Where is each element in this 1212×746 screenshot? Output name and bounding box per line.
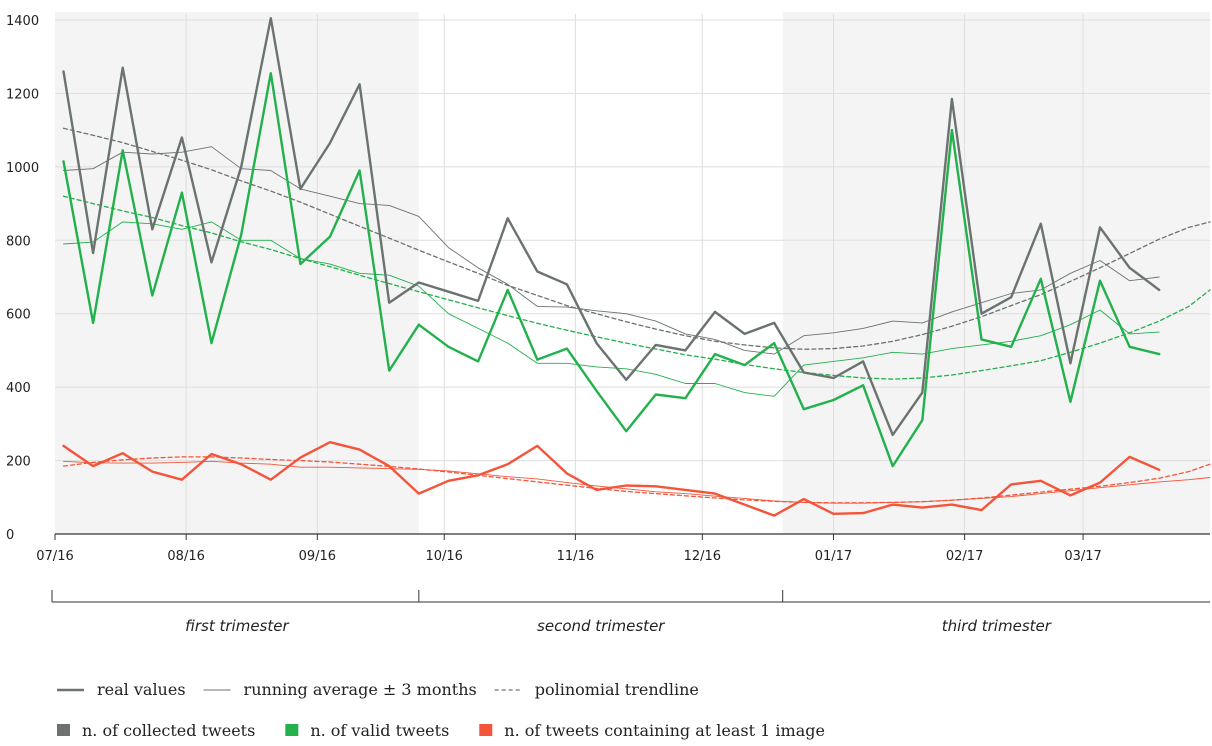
x-tick-label: 02/17 xyxy=(946,549,983,564)
trimester-shade-3 xyxy=(782,12,1210,534)
legend-style-label-1: real values xyxy=(97,680,186,699)
trimester-brackets: first trimester second trimester third tri… xyxy=(51,590,1210,635)
y-tick-label: 200 xyxy=(6,455,31,470)
trimester-label-3: third trimester xyxy=(942,617,1052,635)
y-tick-label: 800 xyxy=(6,234,31,249)
trimester-label-2: second trimester xyxy=(537,617,665,635)
legend-color-swatch-2 xyxy=(285,724,299,736)
x-tick-label: 12/16 xyxy=(684,549,721,564)
legend-style-label-2: running average ± 3 months xyxy=(244,680,477,699)
legend-color-label-2: n. of valid tweets xyxy=(310,721,449,740)
series-lines xyxy=(62,17,1211,517)
series-line-polinomial-n-of-valid-tweets xyxy=(62,195,1211,380)
legend: real values running average ± 3 months pol… xyxy=(57,680,825,740)
series-line-real-n-of-valid-tweets xyxy=(62,72,1161,468)
legend-color-label-3: n. of tweets containing at least 1 image xyxy=(504,721,825,740)
trimester-label-1: first trimester xyxy=(185,617,289,635)
x-tick-label: 09/16 xyxy=(299,549,336,564)
legend-style-label-3: polinomial trendline xyxy=(535,680,699,699)
axes: 0 200 400 600 800 1000 1200 1400 07/16 08/16 09/16… xyxy=(6,14,1210,564)
y-tick-label: 1000 xyxy=(6,161,39,176)
series-line-real-n-of-tweets-containing-at-least-1-image xyxy=(62,441,1161,517)
series-line-running-n-of-tweets-containing-at-least-1-image xyxy=(63,460,1211,504)
series-line-real-n-of-collected-tweets xyxy=(62,17,1161,437)
x-tick-label: 01/17 xyxy=(815,549,852,564)
y-tick-label: 400 xyxy=(6,381,31,396)
x-tick-label: 07/16 xyxy=(36,549,73,564)
x-tick-label: 11/16 xyxy=(557,549,594,564)
y-tick-label: 1400 xyxy=(6,14,39,29)
series-line-running-n-of-valid-tweets xyxy=(63,221,1160,397)
x-tick-label: 03/17 xyxy=(1064,549,1101,564)
series-line-polinomial-n-of-collected-tweets xyxy=(62,127,1211,350)
trimester-shade-1 xyxy=(55,12,419,534)
trimester-shading xyxy=(55,12,1210,534)
y-tick-label: 600 xyxy=(6,308,31,323)
series-line-polinomial-n-of-tweets-containing-at-least-1-image xyxy=(62,456,1211,504)
y-tick-label: 0 xyxy=(6,528,14,543)
legend-color-swatch-3 xyxy=(479,724,493,736)
gridlines xyxy=(55,14,1210,534)
x-tick-label: 08/16 xyxy=(167,549,204,564)
legend-color-swatch-1 xyxy=(57,724,70,736)
x-tick-label: 10/16 xyxy=(425,549,462,564)
legend-color-label-1: n. of collected tweets xyxy=(82,721,255,740)
y-tick-label: 1200 xyxy=(6,87,39,102)
